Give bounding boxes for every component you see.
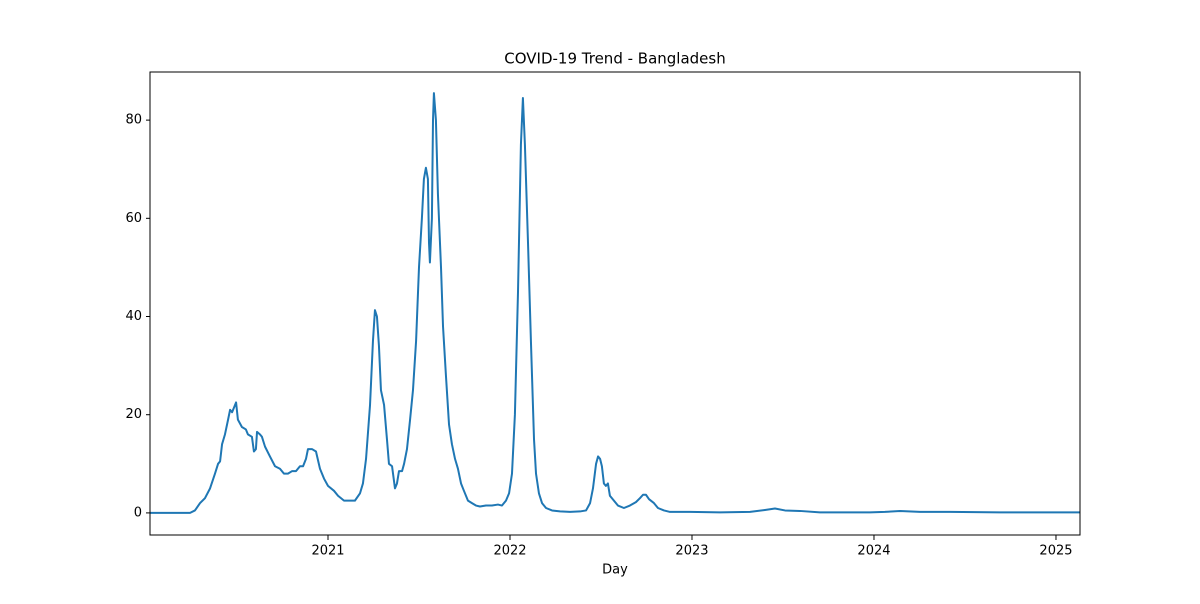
y-tick-label: 0 [134, 505, 142, 520]
line-series [150, 92, 1080, 514]
plot-frame [149, 71, 1081, 536]
x-tick-label: 2022 [493, 544, 526, 559]
x-axis-label: Day [602, 563, 628, 578]
y-tick-label: 60 [125, 211, 142, 226]
x-tick-label: 2025 [1039, 544, 1072, 559]
y-tick-label: 40 [125, 309, 142, 324]
x-tick-label: 2023 [675, 544, 708, 559]
y-tick-label: 20 [125, 407, 142, 422]
x-tick-label: 2021 [311, 544, 344, 559]
y-tick-label: 80 [125, 113, 142, 128]
x-tick-label: 2024 [857, 544, 890, 559]
chart-title: COVID-19 Trend - Bangladesh [504, 50, 725, 68]
